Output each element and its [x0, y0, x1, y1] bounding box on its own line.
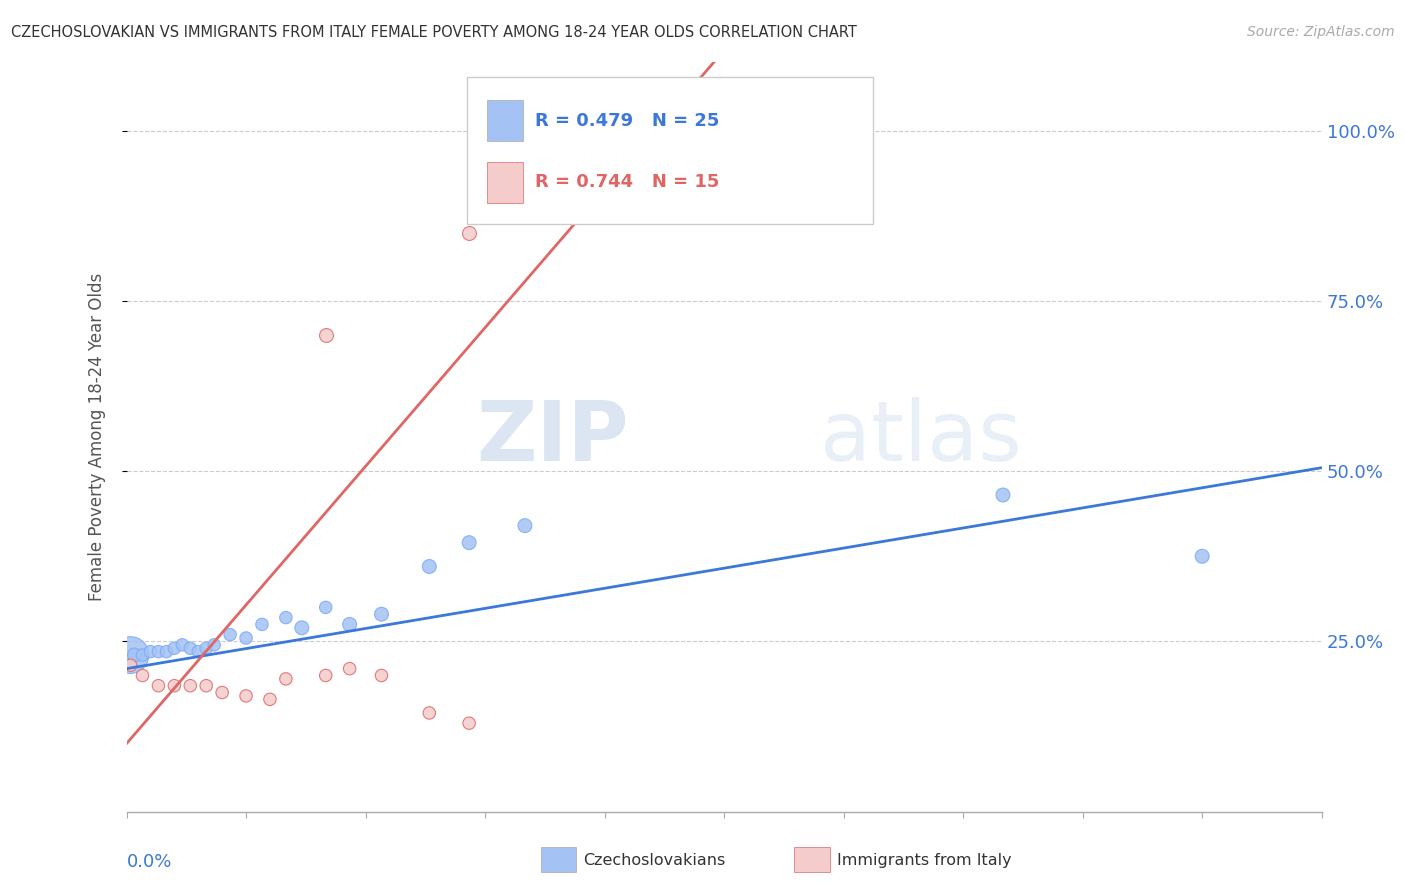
- Point: [259, 692, 281, 706]
- Point: [120, 648, 142, 662]
- Point: [370, 668, 392, 682]
- Point: [513, 518, 536, 533]
- Point: [315, 600, 337, 615]
- Point: [148, 645, 170, 659]
- Point: [131, 668, 153, 682]
- Text: Immigrants from Italy: Immigrants from Italy: [837, 854, 1011, 868]
- Point: [120, 658, 142, 673]
- Point: [124, 648, 146, 662]
- Text: atlas: atlas: [820, 397, 1021, 477]
- Y-axis label: Female Poverty Among 18-24 Year Olds: Female Poverty Among 18-24 Year Olds: [87, 273, 105, 601]
- Point: [315, 668, 337, 682]
- Point: [250, 617, 273, 632]
- Point: [458, 535, 481, 549]
- Point: [991, 488, 1014, 502]
- Point: [1191, 549, 1213, 564]
- Point: [370, 607, 392, 622]
- Point: [219, 627, 242, 641]
- Point: [235, 631, 257, 645]
- Point: [315, 327, 337, 342]
- Point: [155, 645, 177, 659]
- Point: [211, 685, 233, 699]
- Point: [458, 226, 481, 240]
- Text: R = 0.479   N = 25: R = 0.479 N = 25: [536, 112, 720, 130]
- Text: 0.0%: 0.0%: [127, 853, 172, 871]
- Point: [131, 648, 153, 662]
- Point: [179, 641, 201, 656]
- Point: [339, 662, 361, 676]
- Point: [187, 645, 209, 659]
- Text: R = 0.744   N = 15: R = 0.744 N = 15: [536, 173, 720, 191]
- Point: [195, 679, 218, 693]
- Point: [235, 689, 257, 703]
- Point: [274, 610, 297, 624]
- Point: [291, 621, 314, 635]
- Point: [274, 672, 297, 686]
- FancyBboxPatch shape: [488, 162, 523, 203]
- FancyBboxPatch shape: [467, 78, 873, 224]
- Point: [163, 641, 186, 656]
- Point: [163, 679, 186, 693]
- Point: [202, 638, 225, 652]
- Text: CZECHOSLOVAKIAN VS IMMIGRANTS FROM ITALY FEMALE POVERTY AMONG 18-24 YEAR OLDS CO: CZECHOSLOVAKIAN VS IMMIGRANTS FROM ITALY…: [11, 25, 858, 40]
- FancyBboxPatch shape: [488, 100, 523, 141]
- Point: [148, 679, 170, 693]
- Text: ZIP: ZIP: [477, 397, 628, 477]
- Text: Source: ZipAtlas.com: Source: ZipAtlas.com: [1247, 25, 1395, 39]
- Point: [139, 645, 162, 659]
- Point: [458, 716, 481, 731]
- Point: [172, 638, 194, 652]
- Point: [418, 559, 440, 574]
- Point: [339, 617, 361, 632]
- Point: [179, 679, 201, 693]
- Point: [418, 706, 440, 720]
- Point: [195, 641, 218, 656]
- Text: Czechoslovakians: Czechoslovakians: [583, 854, 725, 868]
